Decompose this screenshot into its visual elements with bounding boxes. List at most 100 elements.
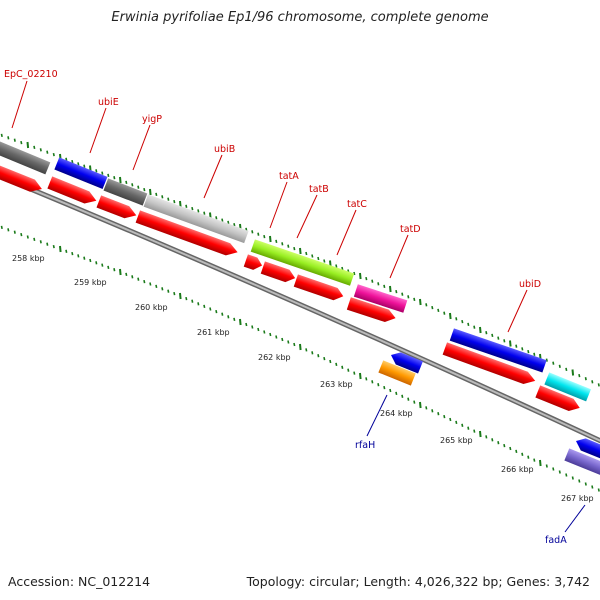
upper-tick xyxy=(509,340,512,347)
upper-tick xyxy=(149,188,152,196)
scale-tick xyxy=(389,388,392,393)
upper-tick xyxy=(449,312,452,320)
upper-tick xyxy=(299,247,302,255)
scale-tick xyxy=(539,459,542,467)
gene-arrow-ubiE xyxy=(47,176,97,204)
gene-label-ubiE: ubiE xyxy=(98,97,119,108)
upper-tick xyxy=(257,232,260,236)
feature-bar-ubiE xyxy=(54,157,108,189)
scale-tick xyxy=(155,284,158,289)
upper-tick xyxy=(552,361,555,365)
upper-tick xyxy=(167,197,170,201)
scale-tick xyxy=(245,322,248,327)
scale-tick xyxy=(137,277,140,281)
gene-label-tatC: tatC xyxy=(347,199,367,210)
gene-arrow-yigP xyxy=(96,195,137,219)
upper-tick xyxy=(419,298,422,306)
upper-tick xyxy=(461,319,464,324)
scale-tick xyxy=(558,470,561,474)
upper-tick xyxy=(305,251,308,256)
upper-tick-ruler xyxy=(0,133,600,387)
upper-tick xyxy=(155,192,158,197)
scale-tick xyxy=(101,263,104,267)
scale-tick xyxy=(149,282,152,286)
scale-tick xyxy=(179,292,182,300)
upper-tick xyxy=(491,333,494,338)
scale-tick xyxy=(167,289,170,293)
feature-bar-yigP xyxy=(103,178,148,206)
scale-tick xyxy=(335,362,338,367)
scale-tick xyxy=(83,256,86,260)
upper-tick xyxy=(571,369,575,376)
upper-tick xyxy=(359,272,362,280)
upper-tick xyxy=(425,303,428,307)
scale-tick xyxy=(95,261,98,265)
upper-tick xyxy=(311,254,314,258)
upper-tick xyxy=(515,344,518,348)
scale-tick xyxy=(13,230,16,234)
upper-tick xyxy=(203,211,206,215)
scale-tick xyxy=(467,426,470,430)
upper-tick xyxy=(33,145,36,150)
gene-label-tatA: tatA xyxy=(279,171,299,182)
scale-label-262: 262 kbp xyxy=(258,353,291,362)
upper-tick xyxy=(467,322,470,327)
upper-tick xyxy=(20,140,23,145)
upper-tick xyxy=(161,195,164,199)
scale-tick xyxy=(33,237,36,242)
upper-tick xyxy=(173,199,176,204)
scale-tick xyxy=(584,482,587,486)
scale-tick xyxy=(269,332,272,337)
scale-tick xyxy=(491,438,494,442)
scale-tick xyxy=(323,356,326,361)
upper-tick xyxy=(371,279,374,283)
gene-arrow-rfaH xyxy=(391,352,423,374)
scale-tick xyxy=(578,479,581,483)
gene-label-epc02210: EpC_02210 xyxy=(4,69,58,80)
upper-tick xyxy=(323,259,326,263)
upper-tick xyxy=(77,162,80,166)
scale-tick xyxy=(299,343,302,351)
upper-tick xyxy=(533,352,536,356)
scale-tick xyxy=(203,304,206,309)
scale-tick xyxy=(197,302,200,306)
scale-tick xyxy=(473,429,476,433)
scale-tick xyxy=(191,299,194,303)
upper-tick xyxy=(578,373,581,378)
feature-bar-tatABC xyxy=(250,239,355,286)
scale-label-261: 261 kbp xyxy=(197,328,230,337)
scale-tick xyxy=(407,397,410,401)
accession-text: Accession: NC_012214 xyxy=(8,574,151,589)
scale-tick xyxy=(365,377,368,381)
upper-tick xyxy=(233,223,236,227)
upper-tick xyxy=(251,230,254,234)
upper-tick xyxy=(497,336,500,340)
scale-tick xyxy=(317,354,320,358)
upper-tick xyxy=(137,185,140,189)
upper-tick xyxy=(221,218,224,222)
scale-tick xyxy=(20,232,23,237)
upper-tick xyxy=(65,157,68,161)
upper-tick xyxy=(119,176,122,184)
scale-tick xyxy=(591,485,594,489)
scale-tick xyxy=(527,455,530,459)
upper-tick xyxy=(479,326,482,334)
upper-tick xyxy=(7,136,10,140)
scale-tick xyxy=(0,225,3,230)
scale-tick xyxy=(173,291,176,296)
upper-tick xyxy=(485,331,488,335)
scale-tick xyxy=(377,383,380,387)
upper-tick xyxy=(179,200,182,208)
upper-tick xyxy=(335,264,338,268)
scale-tick xyxy=(449,417,452,422)
scale-tick xyxy=(347,368,350,372)
scale-tick xyxy=(77,254,80,258)
upper-tick xyxy=(527,349,530,354)
upper-tick xyxy=(46,150,49,154)
scale-tick xyxy=(46,242,49,246)
upper-tick xyxy=(558,364,561,368)
upper-tick xyxy=(565,367,568,372)
feature-bar-ubiB xyxy=(143,194,249,244)
